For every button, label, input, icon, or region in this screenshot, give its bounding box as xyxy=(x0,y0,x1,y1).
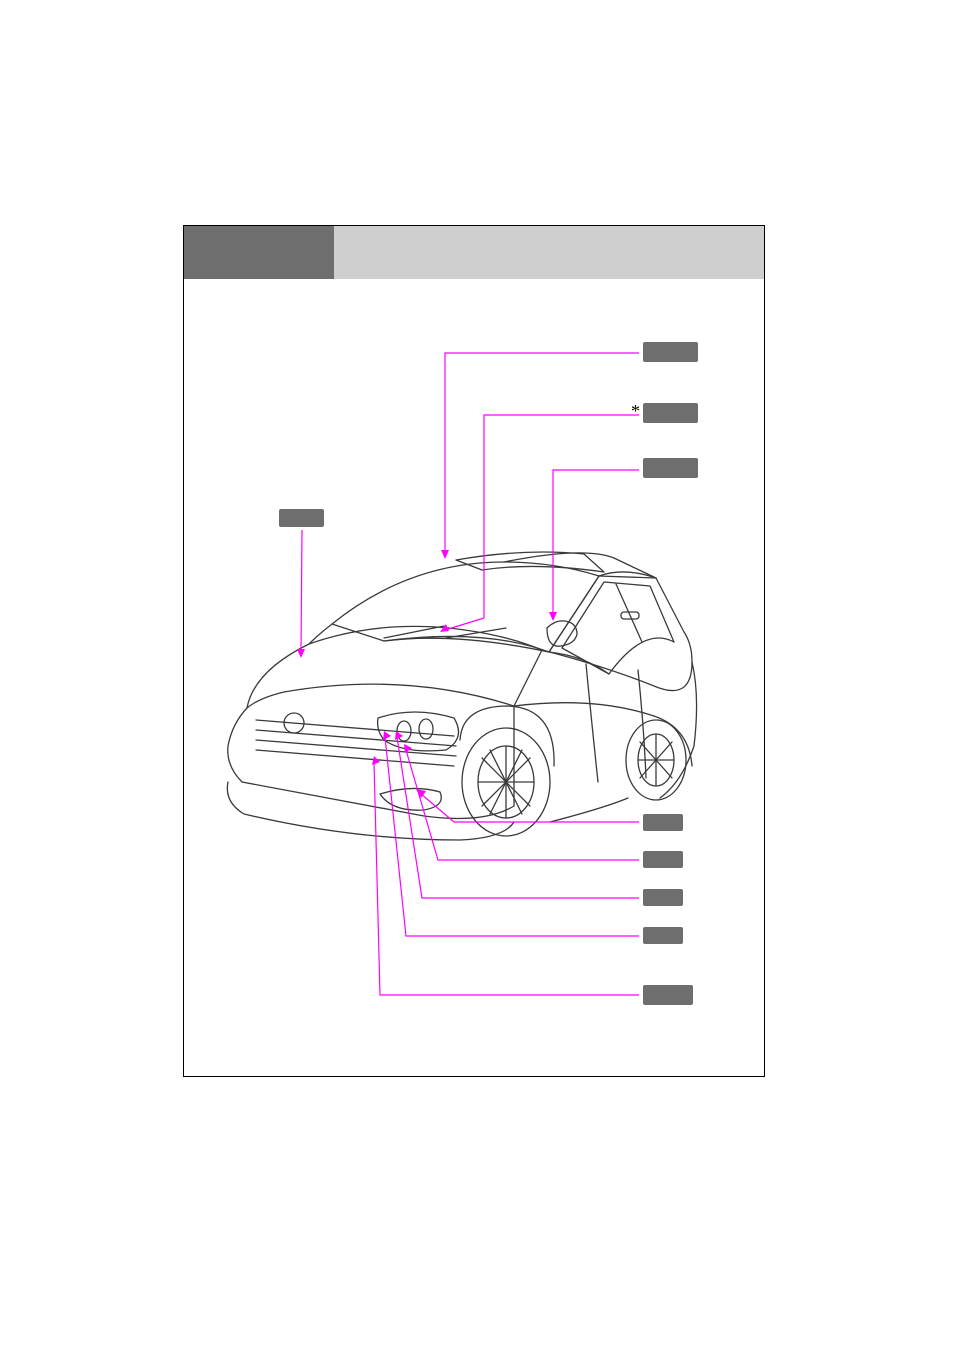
chip-wipers xyxy=(643,403,698,423)
chip-headlight xyxy=(643,889,683,906)
chip-parkinglight xyxy=(643,851,683,868)
asterisk-note: * xyxy=(631,401,640,422)
chip-moonroof xyxy=(643,342,698,362)
chip-foglight xyxy=(643,814,683,831)
chip-turnsignal xyxy=(643,927,683,944)
chip-hood xyxy=(279,509,324,527)
chip-mirrors xyxy=(643,458,698,478)
chip-sidemarker xyxy=(643,985,693,1005)
page-frame: * xyxy=(183,225,765,1077)
